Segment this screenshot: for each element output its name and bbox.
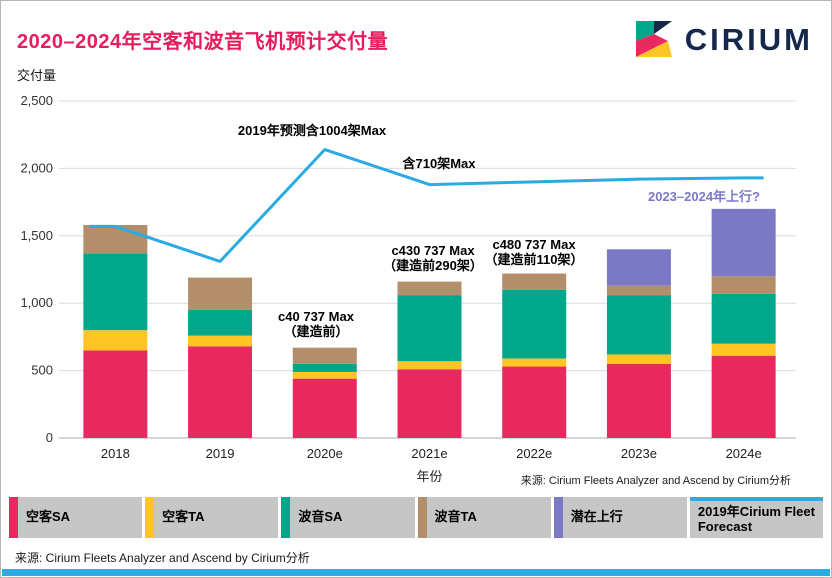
bar-segment bbox=[188, 277, 253, 310]
bar-segment bbox=[188, 335, 253, 347]
legend-label: 2019年Cirium Fleet Forecast bbox=[689, 497, 824, 538]
annotation: c40 737 Max （建造前） bbox=[278, 309, 355, 339]
legend-item-3: 波音TA bbox=[417, 497, 551, 538]
legend-item-2: 波音SA bbox=[281, 497, 415, 538]
x-tick-label: 2022e bbox=[516, 446, 552, 461]
bar-segment bbox=[502, 273, 567, 290]
bar-segment bbox=[292, 378, 357, 438]
x-axis-title: 年份 bbox=[416, 469, 442, 484]
bar-segment bbox=[83, 253, 148, 331]
cirium-logo-text: CIRIUM bbox=[684, 21, 813, 57]
chart: 0 500 1,000 1,500 2,000 2,500 2018 2019 2020e 202… bbox=[20, 93, 796, 484]
annotation: 2023–2024年上行? bbox=[648, 189, 760, 204]
y-tick-label: 1,000 bbox=[20, 295, 53, 310]
bar-segment bbox=[397, 369, 462, 438]
legend-color-chip bbox=[417, 497, 427, 538]
bar-segment bbox=[502, 358, 567, 367]
x-tick-label: 2020e bbox=[307, 446, 343, 461]
annotation: c480 737 Max （建造前110架） bbox=[485, 237, 584, 267]
legend-label: 波音SA bbox=[290, 497, 415, 538]
y-tick-label: 2,000 bbox=[20, 160, 53, 175]
annotation: 2019年预测含1004架Max bbox=[238, 123, 387, 138]
cirium-logo-mark bbox=[635, 21, 672, 57]
bar-segment bbox=[711, 293, 776, 344]
bar-segment bbox=[711, 343, 776, 356]
annotation: c430 737 Max （建造前290架） bbox=[383, 243, 483, 273]
page-title: 2020–2024年空客和波音飞机预计交付量 bbox=[17, 31, 389, 53]
chart-source: 来源: Cirium Fleets Analyzer and Ascend by… bbox=[520, 475, 791, 487]
legend-color-chip bbox=[553, 497, 563, 538]
legend-label: 潜在上行 bbox=[562, 497, 687, 538]
legend-item-1: 空客TA bbox=[145, 497, 279, 538]
bar-segment bbox=[83, 330, 148, 351]
x-tick-label: 2024e bbox=[726, 446, 762, 461]
forecast-line bbox=[89, 148, 764, 263]
bars: 2018 2019 2020e 2021e 2022e 2023e 2024e bbox=[83, 208, 776, 461]
bar-segment bbox=[397, 361, 462, 370]
bar-segment bbox=[606, 295, 671, 355]
bar-segment bbox=[711, 355, 776, 438]
cirium-logo: CIRIUM bbox=[632, 17, 813, 61]
bar-segment bbox=[292, 347, 357, 364]
legend: 空客SA 空客TA 波音SA 波音TA 潜在上行 2019年Cirium Fleet Fo… bbox=[9, 497, 824, 538]
y-tick-label: 1,500 bbox=[20, 228, 53, 243]
legend-color-chip bbox=[145, 497, 155, 538]
legend-label: 波音TA bbox=[426, 497, 551, 538]
bottom-accent-bar bbox=[2, 569, 830, 576]
x-tick-label: 2021e bbox=[411, 446, 447, 461]
bar-segment bbox=[83, 225, 148, 254]
x-tick-label: 2018 bbox=[101, 446, 130, 461]
footer-source: 来源: Cirium Fleets Analyzer and Ascend by… bbox=[15, 551, 310, 565]
y-tick-label: 0 bbox=[46, 430, 53, 445]
legend-item-5: 2019年Cirium Fleet Forecast bbox=[689, 497, 824, 538]
bar-segment bbox=[188, 346, 253, 438]
legend-label: 空客TA bbox=[154, 497, 279, 538]
legend-item-4: 潜在上行 bbox=[553, 497, 687, 538]
bar-segment bbox=[711, 276, 776, 294]
bar-segment bbox=[397, 281, 462, 296]
legend-item-0: 空客SA bbox=[9, 497, 143, 538]
bar-segment bbox=[83, 350, 148, 438]
bar-segment bbox=[292, 371, 357, 379]
bar-segment bbox=[397, 295, 462, 362]
bar-segment bbox=[502, 289, 567, 359]
bar-segment bbox=[711, 208, 776, 277]
legend-color-chip bbox=[9, 497, 18, 538]
x-tick-label: 2019 bbox=[206, 446, 235, 461]
x-tick-label: 2023e bbox=[621, 446, 657, 461]
bar-segment bbox=[606, 285, 671, 296]
bar-segment bbox=[606, 354, 671, 364]
legend-color-chip bbox=[281, 497, 291, 538]
y-axis-title: 交付量 bbox=[17, 68, 57, 83]
bar-segment bbox=[606, 249, 671, 286]
bar-segment bbox=[292, 363, 357, 372]
y-tick-label: 2,500 bbox=[20, 93, 53, 108]
bar-segment bbox=[606, 363, 671, 438]
bar-segment bbox=[502, 366, 567, 438]
legend-label: 空客SA bbox=[18, 497, 143, 538]
bar-segment bbox=[188, 309, 253, 336]
y-tick-label: 500 bbox=[31, 363, 53, 378]
annotation: 含710架Max bbox=[402, 156, 477, 171]
